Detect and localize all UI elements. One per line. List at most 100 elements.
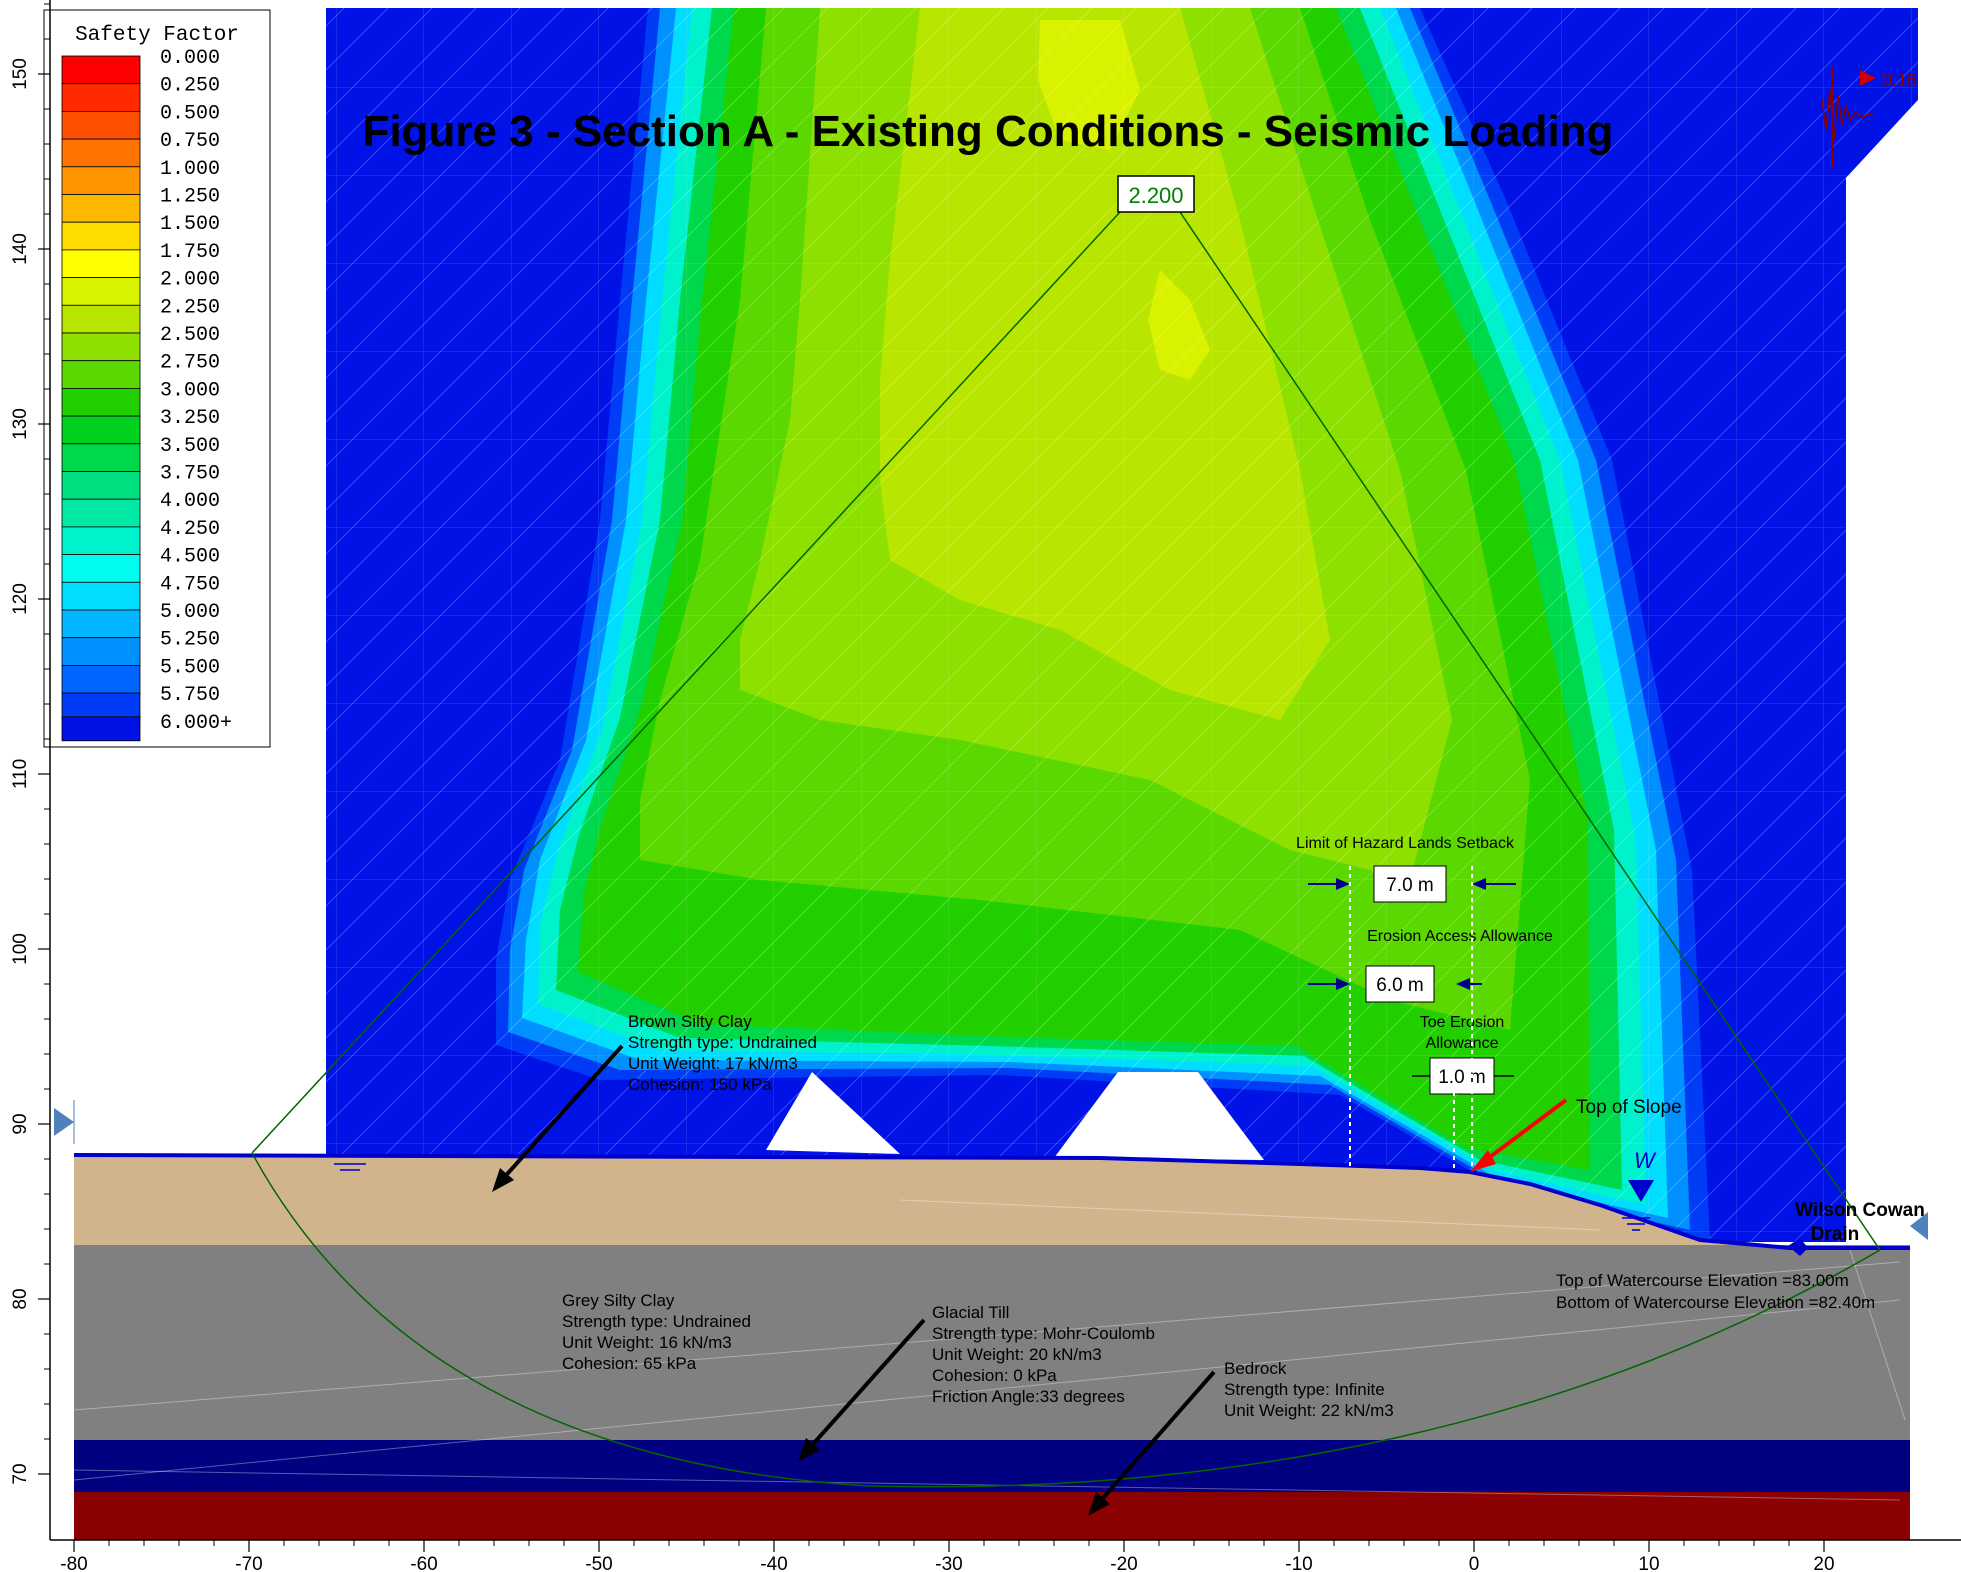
right-boundary-marker <box>1910 1212 1928 1240</box>
hazard-setback-dim: 7.0 m <box>1386 875 1434 896</box>
legend-label: 0.500 <box>160 102 220 125</box>
brown-clay-label: Brown Silty Clay Strength type: Undraine… <box>492 1012 817 1192</box>
setback-annotations: Limit of Hazard Lands Setback 7.0 m Eros… <box>1296 835 1553 1170</box>
legend-label: 5.250 <box>160 629 220 652</box>
legend-label: 5.500 <box>160 656 220 679</box>
legend-label: 4.750 <box>160 573 220 596</box>
toe-erosion-label-1: Toe Erosion <box>1420 1014 1505 1031</box>
legend-swatch <box>61 609 141 639</box>
svg-text:Strength type: Undrained: Strength type: Undrained <box>628 1033 817 1052</box>
y-tick-label: 150 <box>10 58 31 90</box>
svg-text:Strength type: Undrained: Strength type: Undrained <box>562 1312 751 1331</box>
toe-erosion-dim: 1.0 m <box>1438 1067 1486 1088</box>
y-tick-label: 90 <box>10 1113 31 1134</box>
legend-label: 3.250 <box>160 407 220 430</box>
legend-label: 2.500 <box>160 324 220 347</box>
svg-text:Friction Angle:33 degrees: Friction Angle:33 degrees <box>932 1387 1125 1406</box>
y-tick-label: 70 <box>10 1463 31 1484</box>
water-table-marker: W <box>334 1148 1657 1231</box>
legend-swatch <box>61 387 141 417</box>
seismic-load-icon: 0.16 <box>1821 68 1917 168</box>
y-tick-label: 120 <box>10 583 31 615</box>
radius-line-right <box>1179 211 1881 1251</box>
legend-swatch <box>61 716 141 742</box>
legend-swatch <box>61 692 141 722</box>
hazard-setback-label: Limit of Hazard Lands Setback <box>1296 835 1515 852</box>
bedrock-label: Bedrock Strength type: Infinite Unit Wei… <box>1088 1359 1394 1516</box>
legend-swatch <box>61 526 141 556</box>
safety-factor-contours <box>326 8 1918 1242</box>
svg-text:Grey Silty Clay: Grey Silty Clay <box>562 1291 675 1310</box>
legend-label: 0.000 <box>160 47 220 70</box>
legend-label: 0.750 <box>160 130 220 153</box>
legend-swatch <box>61 55 141 85</box>
legend-label: 1.250 <box>160 186 220 209</box>
y-tick-label: 80 <box>10 1288 31 1309</box>
x-tick-label: -70 <box>235 1554 262 1572</box>
legend-swatch <box>61 194 141 223</box>
svg-text:Strength type: Mohr-Coulomb: Strength type: Mohr-Coulomb <box>932 1324 1155 1343</box>
x-tick-label: -50 <box>585 1554 612 1572</box>
x-tick-label: 0 <box>1469 1554 1480 1572</box>
legend-swatch <box>61 554 141 583</box>
x-tick-label: 20 <box>1813 1554 1834 1572</box>
erosion-access-label: Erosion Access Allowance <box>1367 928 1553 945</box>
legend-label: 4.250 <box>160 518 220 541</box>
legend-swatch <box>61 277 141 306</box>
legend-label: 0.250 <box>160 75 220 98</box>
legend-swatch <box>61 581 141 611</box>
watercourse-top-label: Top of Watercourse Elevation =83.00m <box>1556 1271 1849 1290</box>
toe-erosion-label-2: Allowance <box>1426 1035 1499 1052</box>
legend-swatch <box>61 471 141 500</box>
seismic-coefficient-value: 0.16 <box>1882 70 1917 90</box>
plot-axes: -80 -70 -60 -50 -40 -30 -20 -10 0 10 20 70 80 90 100 1… <box>10 0 1961 1572</box>
watercourse-bottom-label: Bottom of Watercourse Elevation =82.40m <box>1556 1293 1875 1312</box>
svg-text:Unit Weight: 20 kN/m3: Unit Weight: 20 kN/m3 <box>932 1345 1102 1364</box>
legend-swatch <box>61 249 141 278</box>
svg-text:Glacial Till: Glacial Till <box>932 1303 1009 1322</box>
drain-label-1: Wilson Cowan <box>1795 1200 1925 1221</box>
legend-swatch <box>61 111 141 140</box>
top-of-slope-annotation: Top of Slope <box>1470 1097 1682 1172</box>
legend-swatch <box>61 415 141 445</box>
svg-text:Unit Weight: 22 kN/m3: Unit Weight: 22 kN/m3 <box>1224 1401 1394 1420</box>
legend-swatch <box>61 221 141 251</box>
min-fs-label: 2.200 <box>1117 175 1195 213</box>
safety-factor-legend: Safety Factor 0.000 0.250 0.500 0.750 1.000 1… <box>43 9 271 748</box>
legend-swatch <box>61 443 141 472</box>
legend-swatch <box>61 138 141 168</box>
figure-title: Figure 3 - Section A - Existing Conditio… <box>363 107 1614 156</box>
legend-label: 1.750 <box>160 241 220 264</box>
svg-text:Bedrock: Bedrock <box>1224 1359 1287 1378</box>
layer-bedrock <box>74 1492 1910 1540</box>
legend-swatch <box>61 304 141 334</box>
svg-text:Unit Weight: 17 kN/m3: Unit Weight: 17 kN/m3 <box>628 1054 798 1073</box>
legend-label: 5.000 <box>160 601 220 624</box>
legend-label: 2.250 <box>160 296 220 319</box>
legend-swatch <box>61 360 141 389</box>
svg-text:Cohesion: 0 kPa: Cohesion: 0 kPa <box>932 1366 1057 1385</box>
svg-text:Strength type: Infinite: Strength type: Infinite <box>1224 1380 1385 1399</box>
legend-label: 1.000 <box>160 158 220 181</box>
critical-slip-surface <box>251 211 1881 1488</box>
legend-label: 3.750 <box>160 463 220 486</box>
layer-brown-silty-clay <box>74 1155 1755 1248</box>
legend-swatch <box>61 332 141 362</box>
x-tick-label: -10 <box>1285 1554 1312 1572</box>
drain-annotation: Wilson Cowan Drain Top of Watercourse El… <box>1556 1200 1925 1312</box>
x-tick-label: -30 <box>935 1554 962 1572</box>
water-marker-label: W <box>1634 1148 1657 1173</box>
y-tick-label: 140 <box>10 233 31 265</box>
y-tick-label: 110 <box>10 759 31 789</box>
layer-glacial-till <box>74 1440 1910 1492</box>
legend-swatch <box>61 498 141 528</box>
svg-text:Unit Weight: 16 kN/m3: Unit Weight: 16 kN/m3 <box>562 1333 732 1352</box>
legend-swatch <box>61 665 141 694</box>
ground-surface-line <box>73 1153 1910 1250</box>
min-fs-value: 2.200 <box>1128 183 1183 208</box>
soil-layers <box>73 1153 1910 1540</box>
material-labels: Brown Silty Clay Strength type: Undraine… <box>492 1012 1394 1516</box>
left-boundary-marker <box>54 1108 74 1136</box>
legend-swatch <box>61 166 141 195</box>
